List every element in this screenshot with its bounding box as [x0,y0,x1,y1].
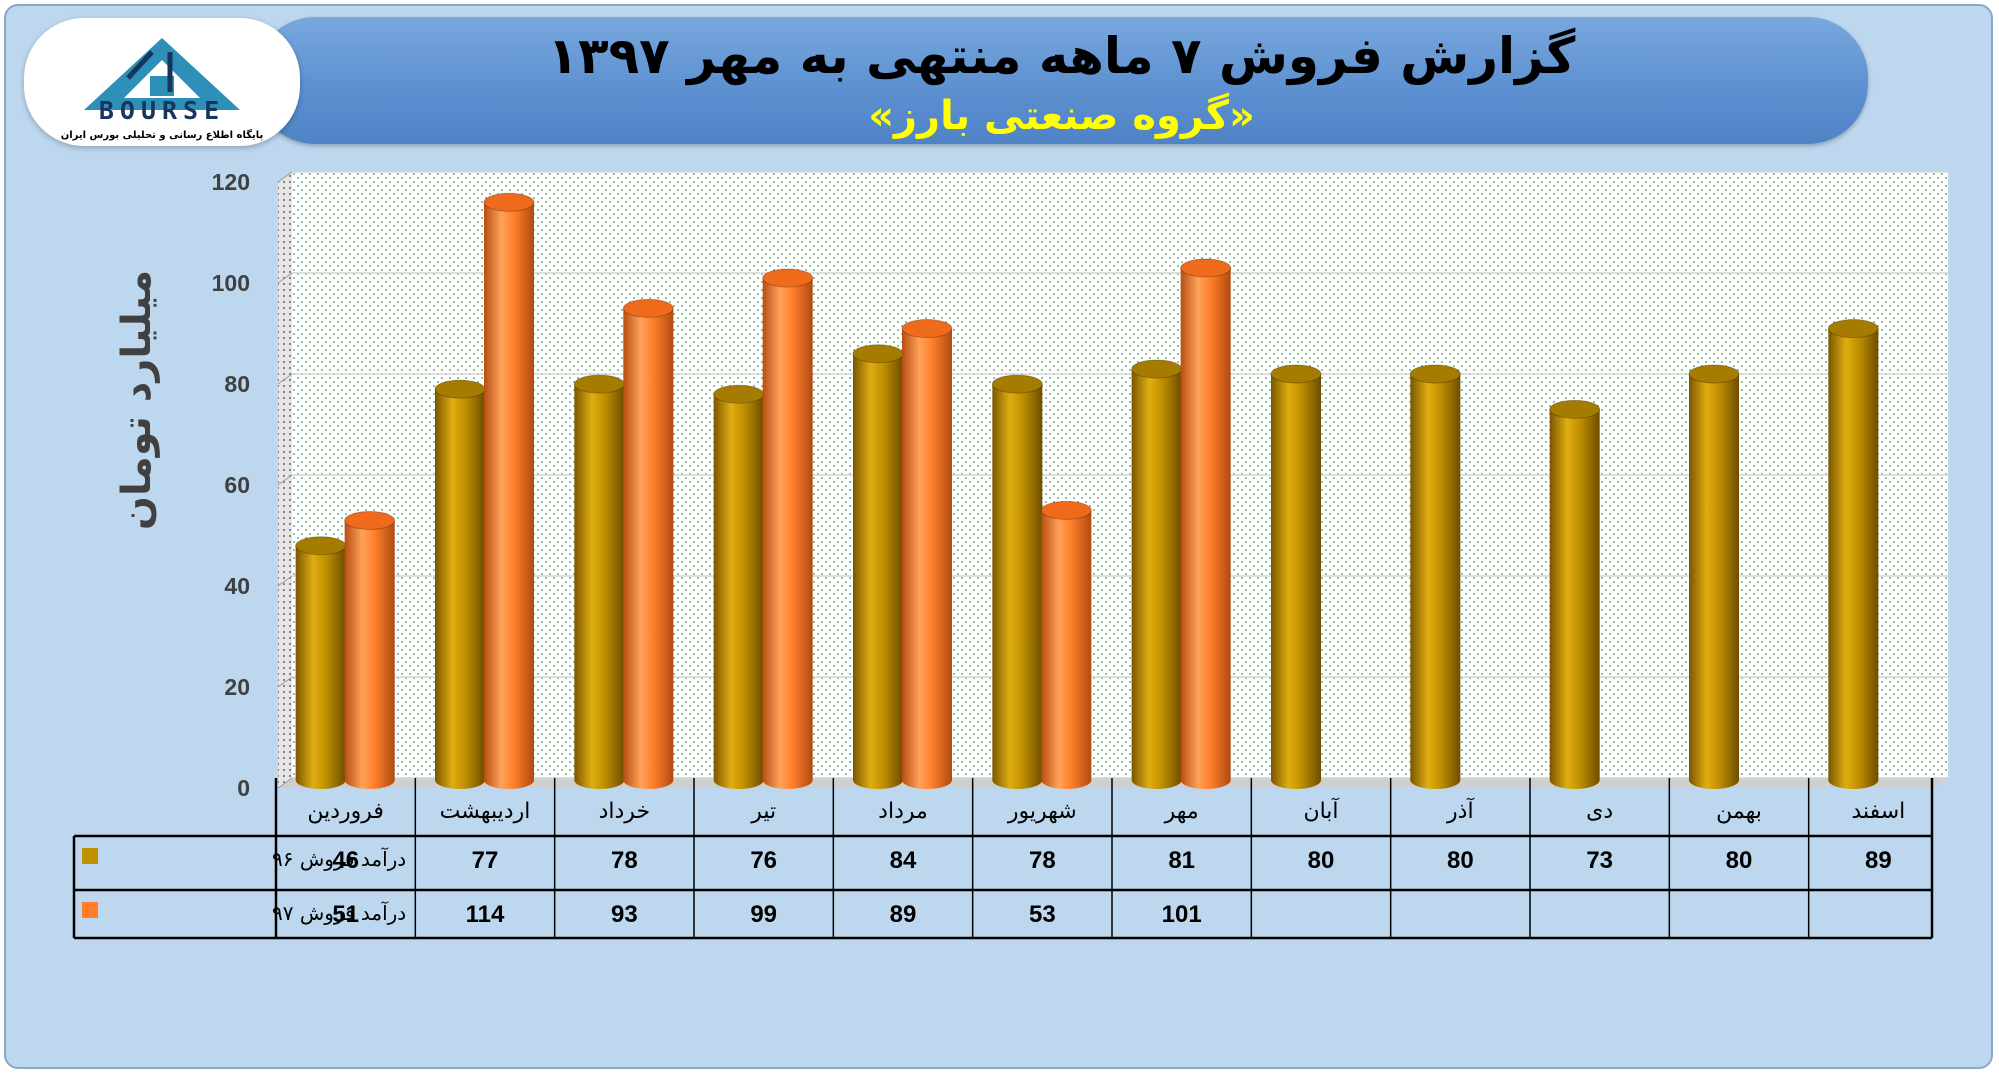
bar-series-1 [1827,319,1879,789]
logo-wordmark: BOURSE [98,96,226,125]
data-label: 93 [611,901,638,928]
data-label: 76 [750,847,777,874]
bar-series-2 [762,268,814,789]
x-tick-label: آبان [1303,797,1339,824]
legend-label: درآمد فروش ۹۶ [272,846,406,871]
x-tick-label: تیر [750,799,776,824]
bar-series-1 [991,374,1043,789]
y-tick-label: 120 [212,169,250,195]
data-table: فروردین اردیبهشت خرداد تیر مرداد شهریور مهر آبا… [72,778,1934,940]
bars [295,192,1879,790]
bourse-logo: BOURSE پایگاه اطلاع رسانی و تحلیلی بورس … [24,18,300,146]
y-tick-label: 40 [224,573,250,599]
gridline-wall [277,474,293,486]
data-label: 53 [1029,901,1056,928]
data-table-borders [72,778,1934,940]
bar-series-2 [901,319,953,789]
x-tick-label: مهر [1164,799,1199,824]
data-label: 101 [1162,901,1202,928]
legend-label: درآمد فروش ۹۷ [272,900,406,925]
bar-series-2 [1040,500,1092,789]
gridline-wall [277,575,293,587]
data-label: 46 [332,847,359,874]
y-tick-label: 60 [224,472,250,498]
bar-series-1 [852,344,904,789]
data-label: 89 [890,901,917,928]
x-tick-label: مرداد [878,799,928,824]
y-tick-label: 20 [224,674,250,700]
data-label: 73 [1586,847,1613,874]
data-label: 80 [1308,847,1335,874]
x-tick-label: اردیبهشت [440,799,531,824]
data-label: 89 [1865,847,1892,874]
y-tick-label: 100 [212,270,250,296]
x-tick-label: دی [1586,799,1613,824]
logo-tagline: پایگاه اطلاع رسانی و تحلیلی بورس ایران [60,130,264,141]
gridline-wall [277,676,293,688]
data-label: 80 [1726,847,1753,874]
data-label: 80 [1447,847,1474,874]
bar-series-1 [1131,359,1183,789]
gridline-wall [277,272,293,284]
data-label: 114 [466,901,505,928]
title-banner: گزارش فروش ۷ ماهه منتهی به مهر ۱۳۹۷ «گرو… [255,17,1868,144]
gridline-wall [277,777,293,789]
x-tick-label: اسفند [1851,799,1905,824]
bar-series-1 [295,536,347,789]
bar-series-2 [483,192,535,790]
legend-swatch [82,848,98,864]
gridline-wall [277,373,293,385]
chart-title: گزارش فروش ۷ ماهه منتهی به مهر ۱۳۹۷ [547,27,1576,85]
data-label: 81 [1168,847,1195,874]
y-axis-label: میلیارد تومان [114,270,160,530]
bar-series-1 [1270,364,1322,789]
legend-swatch [82,902,98,918]
bar-series-1 [573,374,625,789]
bar-series-1 [1688,364,1740,789]
logo-mark-icon [84,38,240,110]
bar-series-1 [713,384,765,789]
bar-series-2 [1180,258,1232,789]
gridline-wall [277,171,293,183]
data-label: 84 [890,847,917,874]
x-tick-label: خرداد [599,799,650,824]
data-label: 78 [611,847,638,874]
bar-series-1 [1549,399,1601,789]
data-label: 99 [750,901,777,928]
x-tick-label: فروردین [307,799,384,824]
x-tick-label: آذر [1446,797,1474,824]
chart-subtitle: «گروه صنعتی بارز» [868,93,1255,139]
gridlines [277,171,1948,789]
x-tick-label: بهمن [1716,799,1762,824]
y-tick-label: 80 [224,371,250,397]
data-label: 77 [472,847,499,874]
y-axis-ticks: 0 20 40 60 80 100 120 [212,169,250,801]
data-label: 51 [332,901,359,928]
data-label: 78 [1029,847,1056,874]
bar-series-2 [344,510,396,789]
x-tick-label: شهریور [1007,799,1077,824]
bar-series-2 [622,298,674,789]
bar-series-1 [1409,364,1461,789]
y-tick-label: 0 [237,775,250,801]
bar-series-1 [434,379,486,789]
